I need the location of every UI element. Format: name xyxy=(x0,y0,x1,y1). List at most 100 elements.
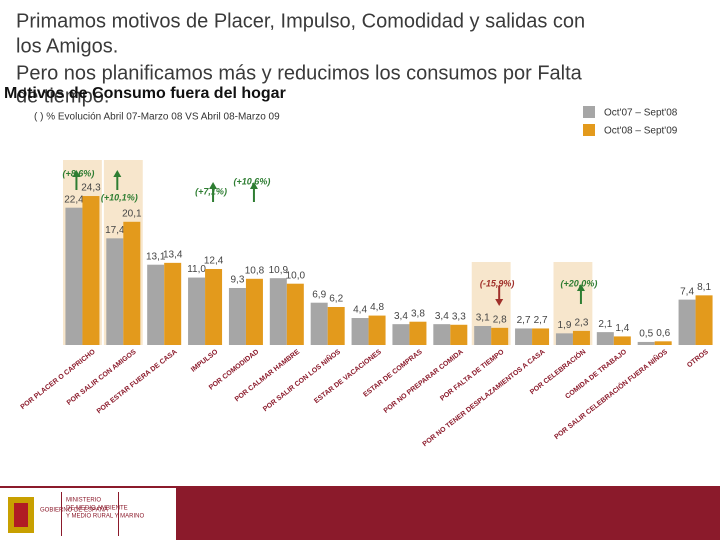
arrow-head xyxy=(113,170,122,177)
value-label: 22,4 xyxy=(64,194,84,205)
value-label: 24,3 xyxy=(81,183,101,194)
logo-shield xyxy=(14,503,28,527)
bar xyxy=(310,302,328,345)
bar xyxy=(409,321,427,345)
footer-gov: GOBIERNO DE ESPAÑA xyxy=(40,507,108,514)
heading: Motivos de Consumo fuera del hogar xyxy=(4,85,286,102)
annotation: (+7,1%) xyxy=(195,186,227,196)
footer-ministry: Y MEDIO RURAL Y MARINO xyxy=(66,514,144,520)
title-line: Primamos motivos de Placer, Impulso, Com… xyxy=(16,10,585,32)
category-label: POR PLACER O CAPRICHO xyxy=(20,348,98,411)
arrow-head xyxy=(72,170,81,177)
value-label: 10,9 xyxy=(269,265,289,276)
bar xyxy=(351,318,369,345)
value-label: 6,2 xyxy=(329,294,343,305)
title-line: Pero nos planificamos más y reducimos lo… xyxy=(16,62,583,84)
bar xyxy=(613,336,631,345)
value-label: 20,1 xyxy=(122,208,142,219)
bar xyxy=(228,287,246,345)
arrow-head xyxy=(576,284,585,291)
bar xyxy=(515,328,533,345)
category-label: OTROS xyxy=(686,348,710,369)
category-label: POR SALIR CON AMIGOS xyxy=(66,348,138,406)
value-label: 17,4 xyxy=(105,225,125,236)
bar xyxy=(596,332,614,345)
bar xyxy=(555,333,573,345)
category-label: POR NO PREPARAR COMIDA xyxy=(383,349,465,415)
legend-label: Oct'07 – Sept'08 xyxy=(604,108,678,119)
category-label: POR SALIR CON LOS NIÑOS xyxy=(261,347,342,413)
bar xyxy=(164,262,182,345)
bar xyxy=(474,325,492,345)
category-label: IMPULSO xyxy=(190,348,220,373)
bar xyxy=(433,324,451,345)
annotation: (+8,6%) xyxy=(63,168,95,178)
bar xyxy=(392,324,410,345)
bar xyxy=(286,283,304,345)
annotation: (+10,1%) xyxy=(101,192,138,202)
subtitle: ( ) % Evolución Abril 07-Marzo 08 VS Abr… xyxy=(34,112,280,123)
arrow-head xyxy=(209,182,218,189)
bar xyxy=(147,264,165,345)
value-label: 9,3 xyxy=(230,275,244,286)
value-label: 10,8 xyxy=(245,265,265,276)
value-label: 11,0 xyxy=(187,264,206,275)
footer-band xyxy=(176,488,720,540)
value-label: 10,0 xyxy=(286,270,306,281)
annotation: (+10,6%) xyxy=(234,176,271,186)
value-label: 0,5 xyxy=(639,329,653,340)
value-label: 12,4 xyxy=(204,256,224,267)
bar xyxy=(637,341,655,345)
value-label: 4,4 xyxy=(353,305,367,316)
category-label: POR ESTAR FUERA DE CASA xyxy=(96,349,179,416)
bar xyxy=(368,315,386,345)
value-label: 3,8 xyxy=(411,308,425,319)
value-label: 2,7 xyxy=(517,315,531,326)
legend-label: Oct'08 – Sept'09 xyxy=(604,126,678,137)
bar xyxy=(205,268,223,345)
legend-swatch xyxy=(583,124,595,136)
value-label: 3,1 xyxy=(476,313,490,324)
value-label: 13,1 xyxy=(146,251,166,262)
value-label: 6,9 xyxy=(312,289,326,300)
arrow-head xyxy=(249,182,258,189)
bar xyxy=(327,306,345,345)
value-label: 1,4 xyxy=(615,323,629,334)
category-label: POR CALMAR HAMBRE xyxy=(234,348,302,403)
legend-swatch xyxy=(583,106,595,118)
footer-ministry: MINISTERIO xyxy=(66,498,101,504)
value-label: 1,9 xyxy=(557,320,571,331)
annotation: (+20,0%) xyxy=(561,278,598,288)
bar xyxy=(572,330,590,345)
value-label: 2,3 xyxy=(574,318,588,329)
bar xyxy=(123,221,141,345)
value-label: 8,1 xyxy=(697,282,711,293)
footer-ministry: DE MEDIO AMBIENTE xyxy=(66,506,128,512)
bar xyxy=(654,341,672,345)
bar xyxy=(695,295,713,345)
bar xyxy=(450,324,468,345)
bar xyxy=(188,277,206,345)
footer-rule xyxy=(0,486,720,488)
title-line: de tiempo. xyxy=(16,85,109,107)
value-label: 3,4 xyxy=(435,311,449,322)
value-label: 13,4 xyxy=(163,249,183,260)
value-label: 3,3 xyxy=(452,311,466,322)
bar xyxy=(678,299,696,345)
bar xyxy=(82,196,100,345)
bar xyxy=(532,328,550,345)
bar xyxy=(245,278,263,345)
footer-divider xyxy=(118,492,119,536)
value-label: 2,8 xyxy=(493,314,507,325)
arrow-head xyxy=(495,299,504,306)
title-line: los Amigos. xyxy=(16,35,118,57)
annotation: (-15,9%) xyxy=(480,278,515,288)
bar xyxy=(106,238,124,345)
bar xyxy=(491,327,509,345)
bar xyxy=(65,207,83,345)
value-label: 2,7 xyxy=(534,315,548,326)
value-label: 7,4 xyxy=(680,286,694,297)
value-label: 2,1 xyxy=(598,319,612,330)
footer-divider xyxy=(61,492,62,536)
